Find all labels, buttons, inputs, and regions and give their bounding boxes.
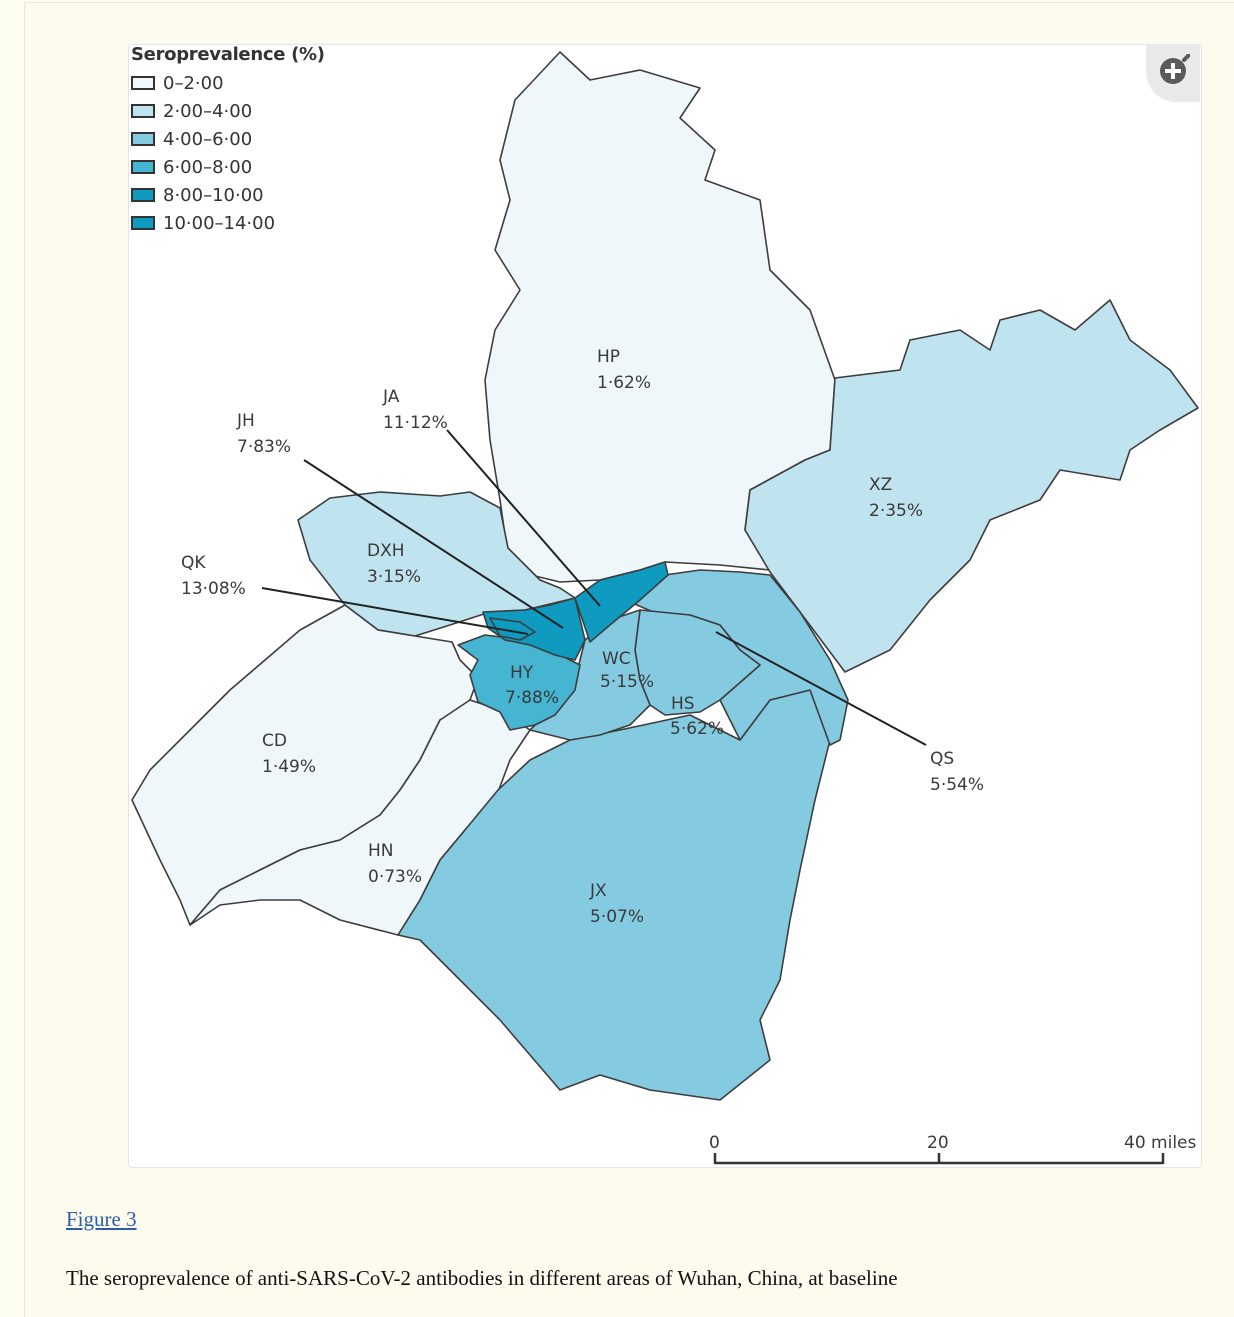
label-hp-value: 1·62% (597, 373, 651, 393)
label-hn-value: 0·73% (368, 867, 422, 887)
leader-ja (446, 429, 601, 607)
figure-link[interactable]: Figure 3 (66, 1207, 137, 1231)
legend-label: 10·00–14·00 (163, 212, 276, 234)
district-xz (744, 299, 1199, 673)
label-qk-value: 13·08% (181, 579, 246, 599)
legend-swatch (131, 216, 155, 230)
legend-swatch (131, 188, 155, 202)
label-jh-value: 7·83% (237, 437, 291, 457)
legend-item: 2·00–4·00 (131, 97, 325, 125)
label-ja-code: JA (382, 387, 400, 407)
label-qs-value: 5·54% (930, 775, 984, 795)
scale-label-20: 20 (927, 1133, 949, 1153)
label-hy-code: HY (510, 663, 534, 683)
label-wc-value: 5·15% (600, 672, 654, 692)
scale-bar: 0 20 40 miles (709, 1133, 1197, 1165)
label-dxh-code: DXH (367, 541, 405, 561)
label-hp-code: HP (597, 347, 620, 367)
wuhan-map: HP 1·62% XZ 2·35% JA 11·12% JH 7·83% DXH… (131, 51, 1199, 1165)
figure-caption: The seroprevalence of anti-SARS-CoV-2 an… (66, 1266, 898, 1290)
label-hn-code: HN (368, 841, 394, 861)
legend-item: 4·00–6·00 (131, 125, 325, 153)
legend-item: 6·00–8·00 (131, 153, 325, 181)
label-hs-code: HS (671, 694, 695, 714)
label-ja-value: 11·12% (383, 413, 448, 433)
leader-qk (261, 587, 529, 635)
legend-label: 4·00–6·00 (163, 128, 253, 150)
label-cd-value: 1·49% (262, 757, 316, 777)
legend-label: 2·00–4·00 (163, 100, 253, 122)
label-wc-code: WC (602, 649, 631, 669)
label-dxh-value: 3·15% (367, 567, 421, 587)
legend-label: 8·00–10·00 (163, 184, 264, 206)
legend-label: 0–2·00 (163, 72, 224, 94)
label-jx-value: 5·07% (590, 907, 644, 927)
label-hy-value: 7·88% (505, 688, 559, 708)
legend-title: Seroprevalence (%) (131, 44, 325, 65)
label-jx-code: JX (589, 881, 607, 901)
district-ja (574, 561, 669, 643)
leader-jh (303, 459, 564, 629)
label-cd-code: CD (262, 731, 287, 751)
label-xz-code: XZ (869, 475, 892, 495)
legend-swatch (131, 104, 155, 118)
legend-item: 0–2·00 (131, 69, 325, 97)
district-qk (489, 617, 536, 641)
legend-swatch (131, 76, 155, 90)
scale-label-40: 40 miles (1124, 1133, 1197, 1153)
label-qk-code: QK (181, 553, 206, 573)
legend-swatch (131, 132, 155, 146)
legend-label: 6·00–8·00 (163, 156, 253, 178)
zoom-in-icon (1160, 54, 1190, 84)
legend: Seroprevalence (%) 0–2·00 2·00–4·00 4·00–6… (131, 44, 325, 237)
label-xz-value: 2·35% (869, 501, 923, 521)
label-qs-code: QS (930, 749, 954, 769)
legend-item: 10·00–14·00 (131, 209, 325, 237)
scale-label-0: 0 (709, 1133, 720, 1153)
label-jh-code: JH (236, 411, 255, 431)
district-jx (397, 689, 831, 1101)
zoom-button[interactable] (1146, 44, 1200, 102)
label-hs-value: 5·62% (670, 719, 724, 739)
leader-qs (715, 631, 927, 746)
legend-item: 8·00–10·00 (131, 181, 325, 209)
legend-swatch (131, 160, 155, 174)
